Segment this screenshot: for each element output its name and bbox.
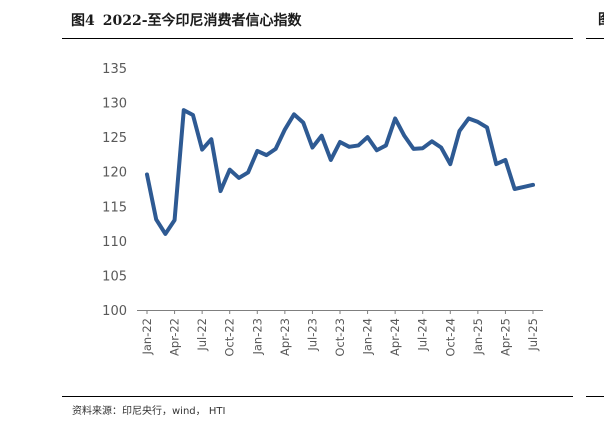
x-tick-label: Oct-24 [443, 318, 457, 357]
data-point [301, 121, 305, 125]
data-point [421, 146, 425, 150]
x-tick-label: Jul-24 [416, 318, 430, 352]
data-point [467, 116, 471, 120]
data-point [200, 148, 204, 152]
data-point [209, 137, 213, 141]
top-rule-adjacent [586, 38, 604, 39]
data-point [173, 218, 177, 222]
data-point [412, 147, 416, 151]
y-tick-label: 110 [102, 235, 127, 250]
y-tick-label: 125 [102, 131, 127, 146]
data-point [154, 217, 158, 221]
data-point [264, 153, 268, 157]
y-tick-label: 130 [102, 97, 127, 112]
x-tick-label: Oct-22 [223, 318, 237, 357]
data-point [485, 125, 489, 129]
y-tick-label: 115 [102, 200, 127, 215]
data-point [338, 140, 342, 144]
figure-title-text: 2022-至今印尼消费者信心指数 [102, 13, 302, 29]
bottom-rule-adjacent [586, 396, 604, 397]
data-point [310, 146, 314, 150]
x-tick-label: Apr-22 [168, 318, 182, 356]
y-tick-label: 105 [102, 269, 127, 284]
y-tick-label: 120 [102, 166, 127, 181]
data-point [283, 128, 287, 132]
data-point [228, 168, 232, 172]
data-point [531, 183, 535, 187]
figure-title: 图4 2022-至今印尼消费者信心指数 [71, 10, 302, 30]
data-point [219, 189, 223, 193]
data-point [513, 187, 517, 191]
data-point [457, 129, 461, 133]
x-tick-label: Jan-24 [361, 318, 375, 356]
data-point [393, 116, 397, 120]
x-tick-label: Apr-25 [498, 318, 512, 356]
data-point [347, 145, 351, 149]
bottom-rule [62, 396, 573, 397]
data-point [145, 172, 149, 176]
data-point [402, 134, 406, 138]
adjacent-figure-label: 图 [598, 9, 604, 29]
data-point [503, 158, 507, 162]
x-tick-label: Jan-22 [140, 318, 154, 356]
y-tick-label: 135 [102, 62, 127, 77]
x-tick-label: Jul-25 [526, 318, 540, 352]
series-line [145, 108, 535, 236]
data-point [329, 158, 333, 162]
data-point [255, 149, 259, 153]
data-point [182, 108, 186, 112]
y-tick-label: 100 [102, 304, 127, 319]
data-point [292, 112, 296, 116]
x-tick-label: Jan-23 [250, 318, 264, 356]
data-point [366, 135, 370, 139]
data-point [430, 139, 434, 143]
data-point [163, 232, 167, 236]
data-point [237, 176, 241, 180]
x-tick-label: Apr-24 [388, 318, 402, 356]
source-note: 资料来源：印尼央行，wind， HTI [72, 406, 226, 417]
data-point [384, 143, 388, 147]
data-point [356, 143, 360, 147]
x-tick-label: Jul-23 [305, 318, 319, 352]
x-tick-label: Jul-22 [195, 318, 209, 352]
top-rule [62, 38, 573, 39]
data-point [476, 120, 480, 124]
data-point [522, 185, 526, 189]
data-point [191, 113, 195, 117]
data-point [448, 162, 452, 166]
data-point [375, 148, 379, 152]
figure-number: 图4 [71, 13, 95, 29]
data-point [246, 170, 250, 174]
data-point [320, 134, 324, 138]
x-tick-label: Apr-23 [278, 318, 292, 356]
data-point [439, 146, 443, 150]
x-tick-label: Oct-23 [333, 318, 347, 357]
x-tick-label: Jan-25 [471, 318, 485, 356]
data-point [274, 147, 278, 151]
data-point [494, 162, 498, 166]
